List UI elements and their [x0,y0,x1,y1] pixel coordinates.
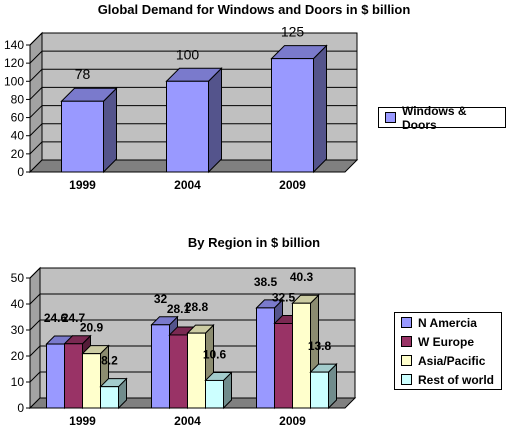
legend-swatch [401,355,412,366]
x-tick-label: 2009 [279,178,306,192]
data-label: 125 [281,24,305,40]
bar-front [64,343,83,409]
legend-swatch [401,374,412,385]
data-label: 100 [176,46,200,62]
gridline [29,371,355,383]
legend-label: Rest of world [418,372,495,387]
legend-item: N Amercia [395,313,501,332]
side-wall [29,266,41,410]
y-tick-label: 100 [4,74,24,88]
y-tick-label: 40 [11,129,25,143]
bar-front [271,58,314,173]
legend-item: Rest of world [395,370,501,389]
data-label: 32 [154,292,168,306]
data-label: 28.1 [167,302,191,316]
y-tick-label: 20 [11,147,25,161]
x-tick-label: 1999 [69,178,96,192]
bar-front [169,334,188,409]
gridline [29,105,357,118]
y-tick-label: 0 [17,401,24,415]
gridline [29,293,355,305]
gridline [29,68,357,82]
bar-front [187,332,206,409]
chart2-title: By Region in $ billion [187,235,321,250]
bar-front [310,371,329,409]
bar-front [292,302,311,409]
bar [99,377,128,410]
data-label: 13.8 [308,339,332,353]
x-tick-label: 2004 [174,178,201,192]
gridline [29,123,357,137]
bar-front [256,307,275,409]
bar [165,67,223,174]
legend-label: Windows & Doors [402,103,467,132]
y-tick-label: 30 [11,323,25,337]
data-label: 8.2 [101,354,118,368]
bar-front [46,343,65,409]
bar [204,371,233,410]
legend-label: Asia/Pacific [418,353,486,368]
bar [60,87,118,174]
legend-item: Windows & Doors [379,104,505,132]
data-label: 38.5 [254,275,278,289]
legend-swatch [401,317,412,328]
y-tick-label: 10 [11,375,25,389]
y-tick-label: 140 [4,38,24,52]
data-label: 78 [75,66,91,82]
bar-side [313,44,327,174]
data-label: 28.8 [185,300,209,314]
chart2-legend: N Amercia W Europe Asia/Pacific Rest of wor… [394,312,502,390]
y-tick-label: 120 [4,56,24,70]
bar [270,44,328,174]
data-label: 24.7 [62,311,86,325]
bar-front [100,386,119,409]
gridline [29,32,357,46]
y-tick-label: 20 [11,349,25,363]
chart1-title: Global Demand for Windows and Doors in $… [97,2,411,17]
legend-swatch [401,336,412,347]
legend-label: W Europe [418,334,474,349]
bar-front [151,324,170,409]
gridline [29,345,355,357]
bar-front [82,353,101,409]
bar-side [208,67,222,174]
data-label: 24.6 [44,311,68,325]
data-label: 40.3 [290,270,314,284]
chart1-legend: Windows & Doors [378,104,506,132]
legend-item: Asia/Pacific [395,351,501,370]
legend-swatch [385,112,396,123]
gridline [29,141,357,155]
bar-front [166,80,209,173]
y-tick-label: 60 [11,111,25,125]
data-label: 32.5 [272,291,296,305]
bar [309,362,338,410]
bar-front [205,379,224,409]
y-tick-label: 50 [11,271,25,285]
x-tick-label: 1999 [69,414,96,428]
bar-front [61,100,104,173]
gridline [29,267,355,279]
legend-item: W Europe [395,332,501,351]
bar-front [274,323,293,409]
side-wall [29,31,43,174]
gridline [29,86,357,100]
data-label: 20.9 [80,321,104,335]
chart2-plot: 0 10 20 30 40 50 24.624.720.9 8.2 1999 3228.128.8… [11,266,357,428]
bar-side [103,87,117,174]
x-tick-label: 2009 [279,414,306,428]
x-tick-label: 2004 [174,414,201,428]
data-label: 10.6 [203,347,227,361]
legend-label: N Amercia [418,315,477,330]
y-tick-label: 80 [11,92,25,106]
gridline [29,50,357,64]
gridline [29,319,355,331]
y-tick-label: 0 [17,165,24,179]
y-tick-label: 40 [11,297,25,311]
chart1-plot: 0 20 40 60 80 100 120 140 78 1999 100 2004 125 2009 [4,24,359,192]
